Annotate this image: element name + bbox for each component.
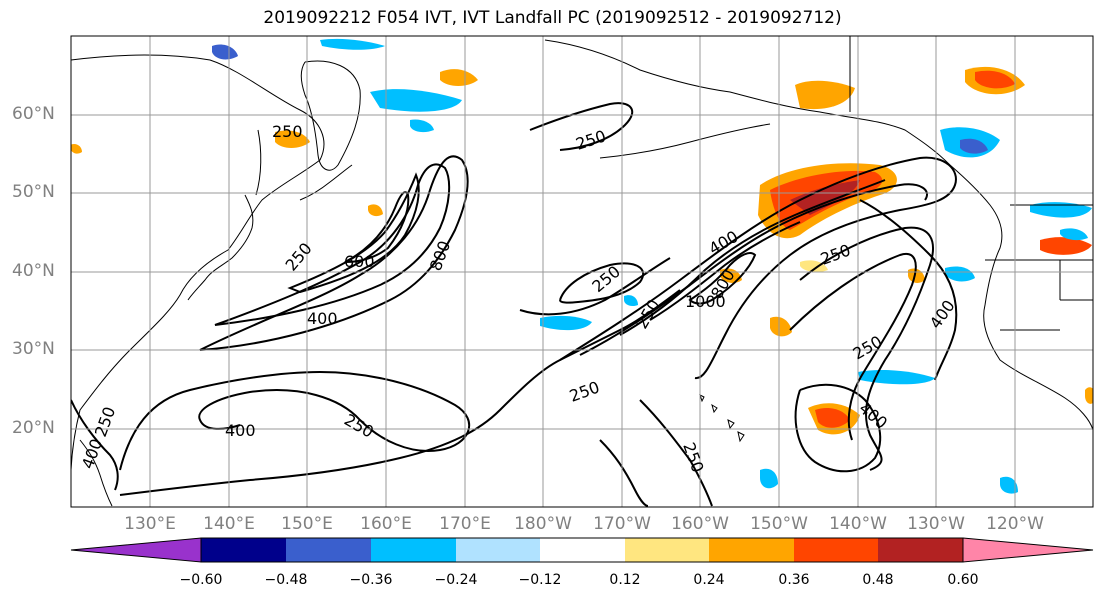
lon-label: 140°W	[829, 514, 887, 534]
ivt-contours	[71, 102, 958, 507]
contour-label: 250	[341, 410, 377, 442]
lon-label: 160°E	[360, 514, 412, 534]
colorbar-border	[200, 537, 964, 563]
contour-label: 250	[567, 377, 602, 405]
map-border	[70, 35, 1094, 508]
lon-label: 140°E	[203, 514, 255, 534]
lat-lon-grid	[71, 36, 1093, 507]
lon-label: 180°W	[514, 514, 572, 534]
contour-label: 400	[78, 436, 106, 471]
lon-label: 170°W	[593, 514, 651, 534]
colorbar-tick-label: 0.24	[693, 572, 725, 588]
colorbar-segment	[201, 538, 286, 562]
contour-label: 400	[706, 227, 742, 259]
lat-label: 40°N	[12, 261, 55, 281]
map-title: 2019092212 F054 IVT, IVT Landfall PC (20…	[263, 8, 842, 28]
lon-label: 120°W	[986, 514, 1044, 534]
colorbar-segment	[625, 538, 709, 562]
contour-label: 250	[272, 122, 303, 141]
contour-label: 400	[225, 421, 256, 440]
lon-label: 150°W	[750, 514, 808, 534]
contour-label: 400	[307, 309, 338, 328]
colorbar-tick-label: −0.60	[179, 572, 223, 588]
contour-label: 250	[282, 239, 316, 275]
colorbar	[70, 537, 1094, 563]
colorbar-tick-label: −0.12	[518, 572, 562, 588]
colorbar-tick-label: 0.48	[862, 572, 894, 588]
colorbar-segment	[794, 538, 878, 562]
colorbar-tick-label: −0.24	[434, 572, 478, 588]
colorbar-lower-extension	[70, 537, 202, 563]
colorbar-tick-label: 0.12	[609, 572, 641, 588]
contour-label: 250	[679, 440, 707, 475]
negative-pc-shading	[212, 38, 1092, 494]
positive-pc-shading	[71, 66, 1093, 435]
lat-label: 60°N	[12, 104, 55, 124]
contour-label: 250	[573, 126, 608, 154]
colorbar-segment	[371, 538, 456, 562]
contour-label: 600	[344, 252, 375, 271]
colorbar-segment	[878, 538, 963, 562]
colorbar-tick-label: 0.60	[947, 572, 979, 588]
colorbar-segment	[286, 538, 371, 562]
lon-label: 130°W	[907, 514, 965, 534]
contour-label: 1000	[685, 292, 726, 311]
contour-label: 250	[850, 332, 886, 364]
colorbar-upper-extension	[962, 537, 1094, 563]
contour-label: 250	[91, 404, 119, 439]
coastlines	[71, 36, 1093, 507]
contour-label: 250	[818, 240, 853, 268]
colorbar-tick-label: −0.36	[349, 572, 393, 588]
lat-label: 50°N	[12, 182, 55, 202]
lat-label: 30°N	[12, 339, 55, 359]
contour-label: 400	[926, 296, 959, 332]
lon-label: 170°E	[439, 514, 491, 534]
colorbar-segment	[456, 538, 540, 562]
colorbar-tick-label: 0.36	[778, 572, 810, 588]
colorbar-tick-label: −0.48	[264, 572, 308, 588]
colorbar-segment	[540, 538, 625, 562]
lon-label: 130°E	[124, 514, 176, 534]
contour-label: 400	[855, 399, 891, 433]
lon-label: 150°E	[281, 514, 333, 534]
lon-label: 160°W	[671, 514, 729, 534]
lat-label: 20°N	[12, 418, 55, 438]
colorbar-segment	[709, 538, 794, 562]
